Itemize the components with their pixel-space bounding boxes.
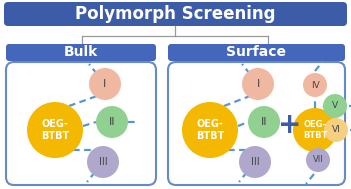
Text: Bulk: Bulk — [64, 46, 98, 60]
FancyBboxPatch shape — [168, 62, 345, 185]
Text: I: I — [104, 79, 107, 89]
Circle shape — [27, 102, 83, 158]
Text: IV: IV — [311, 81, 319, 90]
Circle shape — [293, 108, 337, 152]
Circle shape — [323, 94, 347, 118]
FancyBboxPatch shape — [4, 2, 347, 26]
FancyBboxPatch shape — [6, 62, 156, 185]
Circle shape — [306, 148, 330, 172]
Text: VII: VII — [313, 156, 323, 164]
Text: I: I — [256, 79, 260, 89]
Circle shape — [303, 73, 327, 97]
Text: +: + — [278, 111, 302, 139]
Text: III: III — [251, 157, 259, 167]
Text: VI: VI — [332, 125, 340, 135]
Text: Polymorph Screening: Polymorph Screening — [75, 5, 275, 23]
Circle shape — [239, 146, 271, 178]
Text: II: II — [261, 117, 267, 127]
Text: OEG-
BTBT: OEG- BTBT — [196, 119, 224, 141]
Circle shape — [182, 102, 238, 158]
Circle shape — [87, 146, 119, 178]
Text: OEG-
BTBT: OEG- BTBT — [41, 119, 69, 141]
FancyBboxPatch shape — [6, 44, 156, 61]
Text: II: II — [109, 117, 115, 127]
Text: Surface: Surface — [226, 46, 286, 60]
Text: III: III — [99, 157, 107, 167]
Circle shape — [89, 68, 121, 100]
Circle shape — [324, 118, 348, 142]
Circle shape — [96, 106, 128, 138]
Circle shape — [242, 68, 274, 100]
Circle shape — [248, 106, 280, 138]
FancyBboxPatch shape — [168, 44, 345, 61]
Text: V: V — [332, 101, 338, 111]
Text: OEG-
BTBT: OEG- BTBT — [303, 120, 327, 140]
